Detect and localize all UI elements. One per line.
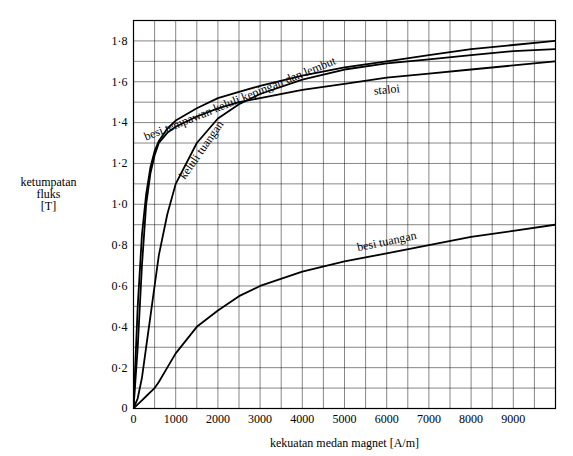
svg-text:0·8: 0·8 <box>112 238 128 252</box>
svg-text:1·4: 1·4 <box>112 115 128 129</box>
svg-text:1·8: 1·8 <box>112 34 128 48</box>
svg-text:besi tempawan keluli kepingan: besi tempawan keluli kepingan dan lembut <box>141 53 338 144</box>
svg-text:1·0: 1·0 <box>112 197 128 211</box>
svg-text:0·2: 0·2 <box>112 360 128 374</box>
svg-text:ketumpatanfluks[T]: ketumpatanfluks[T] <box>21 175 77 213</box>
svg-text:1·2: 1·2 <box>112 156 128 170</box>
svg-text:staloi: staloi <box>373 81 401 98</box>
svg-text:0·4: 0·4 <box>112 320 128 334</box>
svg-text:besi tuangan: besi tuangan <box>356 228 418 254</box>
svg-text:1000: 1000 <box>164 412 188 426</box>
svg-text:4000: 4000 <box>290 412 314 426</box>
svg-text:6000: 6000 <box>375 412 399 426</box>
svg-text:kekuatan medan magnet [A/m]: kekuatan medan magnet [A/m] <box>270 436 419 450</box>
svg-text:9000: 9000 <box>501 412 525 426</box>
svg-text:2000: 2000 <box>206 412 230 426</box>
svg-text:keluli tuangan: keluli tuangan <box>176 118 227 182</box>
svg-text:7000: 7000 <box>417 412 441 426</box>
svg-text:5000: 5000 <box>333 412 357 426</box>
svg-text:1·6: 1·6 <box>112 75 128 89</box>
svg-text:8000: 8000 <box>459 412 483 426</box>
svg-text:3000: 3000 <box>248 412 272 426</box>
svg-text:0: 0 <box>122 401 128 415</box>
svg-text:0·6: 0·6 <box>112 279 128 293</box>
svg-text:0: 0 <box>131 412 137 426</box>
